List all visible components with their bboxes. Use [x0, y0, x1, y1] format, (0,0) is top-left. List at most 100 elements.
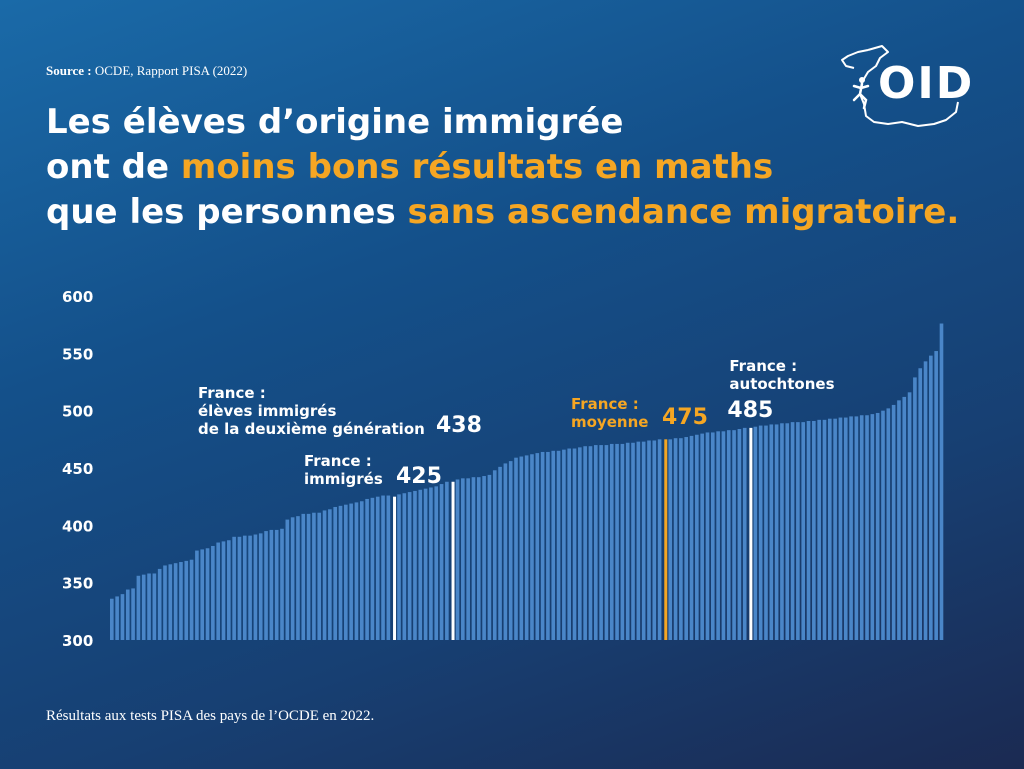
title-line-3-highlight: sans ascendance migratoire.: [407, 192, 960, 232]
bar: [684, 437, 689, 640]
bar: [168, 564, 173, 640]
bar: [918, 368, 923, 640]
bar: [163, 565, 167, 640]
annotation-label: France :: [198, 384, 266, 402]
title-line-2: ont de moins bons résultats en maths: [46, 145, 986, 190]
bar: [907, 392, 912, 640]
bar: [110, 598, 114, 640]
bar: [147, 573, 151, 640]
bar: [822, 419, 827, 640]
bar: [290, 517, 295, 640]
annotation-value: 438: [436, 413, 482, 438]
bar: [886, 408, 891, 640]
title-line-2-highlight: moins bons résultats en maths: [180, 147, 774, 187]
bar: [157, 568, 162, 640]
footer-caption: Résultats aux tests PISA des pays de l’O…: [46, 708, 375, 724]
bar: [578, 447, 582, 640]
bar: [514, 457, 518, 640]
bar: [375, 496, 380, 640]
bar: [189, 559, 194, 640]
bar: [211, 545, 215, 640]
bar: [881, 410, 885, 640]
bar: [769, 424, 774, 640]
bar: [695, 434, 699, 640]
bar: [508, 461, 513, 640]
bar: [726, 430, 731, 640]
bar: [535, 453, 540, 640]
bar: [615, 443, 619, 640]
bar: [530, 454, 534, 640]
title-line-3-text: que les personnes: [46, 192, 408, 232]
bar: [546, 451, 550, 640]
bar: [173, 563, 178, 640]
bar: [929, 355, 933, 640]
bar: [721, 431, 726, 640]
bar: [152, 573, 157, 640]
bar: [609, 443, 614, 640]
bar: [434, 486, 439, 640]
bar: [673, 438, 678, 640]
y-tick-label: 350: [62, 575, 93, 593]
bar: [567, 448, 572, 640]
bar: [742, 427, 747, 640]
title-line-2-text: ont de: [46, 147, 181, 187]
bar: [131, 588, 135, 640]
bar: [710, 432, 715, 640]
bar: [897, 400, 901, 640]
bar: [445, 481, 449, 640]
bar: [679, 438, 683, 640]
bar: [812, 420, 816, 640]
bar: [317, 512, 322, 640]
source-line: Source : OCDE, Rapport PISA (2022): [46, 63, 247, 79]
bar: [833, 418, 837, 640]
y-tick-label: 300: [62, 632, 93, 650]
bar: [827, 418, 832, 640]
title-line-3: que les personnes sans ascendance migrat…: [46, 190, 986, 235]
bar: [397, 494, 401, 640]
bar: [631, 442, 635, 640]
bar: [732, 430, 736, 640]
bar: [902, 396, 907, 640]
bar: [232, 536, 236, 640]
bar: [758, 425, 763, 640]
bar: [801, 422, 806, 640]
france-map-runner-icon: [841, 45, 959, 127]
bar: [227, 540, 231, 640]
bar: [125, 589, 130, 640]
bar: [439, 484, 444, 640]
bar: [471, 477, 476, 640]
bar: [796, 422, 800, 640]
bar: [195, 550, 199, 640]
y-tick-label: 550: [62, 345, 93, 363]
bar: [349, 503, 353, 640]
annotation-label: autochtones: [729, 375, 834, 393]
bar: [248, 535, 252, 640]
bar: [854, 416, 859, 640]
annotation-value: 475: [662, 405, 708, 430]
bar: [519, 456, 524, 640]
bar: [115, 596, 119, 640]
bar: [216, 542, 220, 640]
bar: [333, 506, 337, 640]
bar: [461, 478, 465, 640]
bar: [817, 419, 821, 640]
bar: [476, 477, 481, 640]
bar: [588, 446, 593, 640]
bar: [934, 351, 938, 640]
bar: [269, 529, 274, 640]
logo-text: OID: [878, 58, 975, 109]
bar: [774, 424, 779, 640]
bar: [689, 435, 694, 640]
y-tick-label: 400: [62, 517, 93, 535]
bar: [285, 519, 290, 640]
bar: [572, 448, 577, 640]
annotation-label: France :: [571, 395, 639, 413]
bar: [237, 536, 242, 640]
bar: [179, 562, 183, 640]
bar: [498, 466, 502, 640]
bar: [386, 495, 391, 640]
annotation-label: moyenne: [571, 413, 648, 431]
bar: [381, 495, 385, 640]
bar: [296, 516, 300, 640]
bar: [423, 488, 428, 640]
